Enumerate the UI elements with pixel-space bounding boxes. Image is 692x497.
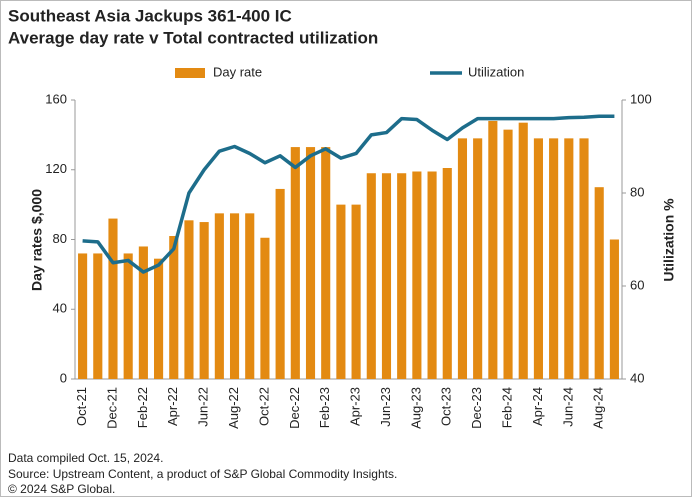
x-tick-label: Oct-22 xyxy=(256,387,271,426)
bar xyxy=(199,222,209,379)
bar xyxy=(184,220,194,379)
x-tick-label: Dec-23 xyxy=(469,387,484,429)
bar xyxy=(564,138,574,379)
bar xyxy=(503,129,513,379)
x-tick-label: Aug-24 xyxy=(591,387,606,429)
bar xyxy=(427,171,437,379)
y2-tick-label: 40 xyxy=(630,370,644,385)
x-tick-label: Feb-24 xyxy=(499,387,514,428)
bar xyxy=(351,204,361,379)
bar xyxy=(609,239,619,379)
y2-tick-label: 80 xyxy=(630,184,644,199)
y-axis-title: Day rates $,000 xyxy=(29,189,45,291)
bar xyxy=(229,213,240,379)
x-tick-label: Feb-22 xyxy=(135,387,150,428)
x-tick-label: Aug-22 xyxy=(226,387,241,429)
bar xyxy=(594,187,604,379)
legend-label: Day rate xyxy=(213,64,262,79)
x-tick-label: Dec-22 xyxy=(287,387,302,429)
bar xyxy=(214,213,224,379)
bar xyxy=(473,138,483,379)
legend-label: Utilization xyxy=(468,64,524,79)
bar xyxy=(412,171,422,379)
bar xyxy=(123,253,133,379)
x-tick-label: Jun-22 xyxy=(196,387,211,427)
y-tick-label: 40 xyxy=(53,301,67,316)
x-tick-label: Apr-23 xyxy=(348,387,363,426)
x-tick-label: Jun-23 xyxy=(378,387,393,427)
bar xyxy=(169,236,179,379)
y-tick-label: 80 xyxy=(53,231,67,246)
bar xyxy=(260,237,270,379)
bar xyxy=(154,258,164,379)
legend-swatch xyxy=(175,68,205,78)
bar xyxy=(321,147,331,379)
x-tick-label: Apr-24 xyxy=(530,387,545,426)
bar xyxy=(305,147,316,379)
note: © 2024 S&P Global. xyxy=(8,482,115,496)
bar xyxy=(549,138,559,379)
bar xyxy=(138,246,148,379)
x-tick-label: Apr-22 xyxy=(165,387,180,426)
x-tick-label: Oct-23 xyxy=(439,387,454,426)
y2-tick-label: 100 xyxy=(630,91,652,106)
bar xyxy=(533,138,543,379)
bar xyxy=(442,168,452,379)
chart-title: Southeast Asia Jackups 361-400 IC xyxy=(8,6,292,25)
bar xyxy=(245,213,255,379)
y-tick-label: 0 xyxy=(60,370,67,385)
bar xyxy=(381,173,392,379)
y2-axis-title: Utilization % xyxy=(661,198,677,282)
x-tick-label: Feb-23 xyxy=(317,387,332,428)
bar xyxy=(579,138,589,379)
bar xyxy=(518,122,528,379)
chart-subtitle: Average day rate v Total contracted util… xyxy=(8,28,378,47)
line xyxy=(82,114,615,274)
bar xyxy=(397,173,407,379)
bar xyxy=(488,120,498,380)
bar xyxy=(457,138,468,379)
note: Source: Upstream Content, a product of S… xyxy=(8,467,397,481)
y-tick-label: 120 xyxy=(45,161,67,176)
bar xyxy=(290,147,300,379)
bar xyxy=(336,204,346,379)
bar xyxy=(275,188,285,379)
y2-tick-label: 60 xyxy=(630,277,644,292)
x-tick-label: Jun-24 xyxy=(560,387,575,427)
bar xyxy=(93,253,103,379)
y-tick-label: 160 xyxy=(45,91,67,106)
bar xyxy=(78,253,88,379)
x-tick-label: Oct-21 xyxy=(74,387,89,426)
bar xyxy=(366,173,376,379)
x-tick-label: Aug-23 xyxy=(408,387,423,429)
x-tick-label: Dec-21 xyxy=(104,387,119,429)
bar xyxy=(108,218,118,379)
note: Data compiled Oct. 15, 2024. xyxy=(8,451,163,465)
